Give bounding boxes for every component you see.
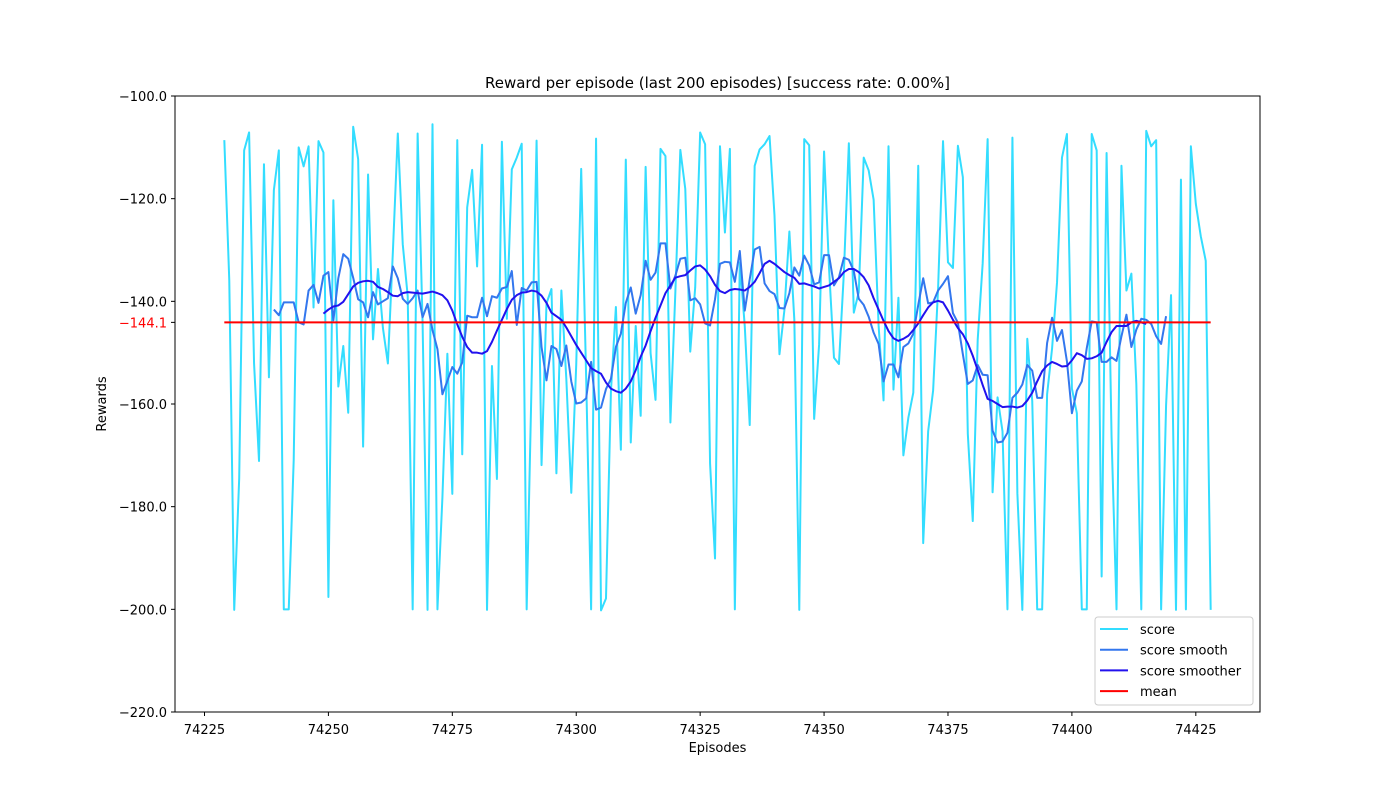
legend-label-score-smooth: score smooth [1140,644,1228,659]
y-tick-label: −160.0 [119,398,167,413]
y-axis: −220.0 −200.0 −180.0 −160.0 −140.0 −120.0 −100… [119,90,175,721]
series-line-score-smoother [322,259,1147,409]
series-line-score-smooth [273,242,1168,444]
legend-label-mean: mean [1140,685,1177,700]
x-tick-label: 74400 [1051,723,1092,738]
y-tick-label: −140.0 [119,295,167,310]
y-tick-label: −220.0 [119,706,167,721]
y-tick-label: −180.0 [119,501,167,516]
x-tick-label: 74275 [432,723,473,738]
mean-tick-label: −144.1 [119,316,167,331]
chart-title: Reward per episode (last 200 episodes) [… [485,74,950,92]
y-tick-label: −200.0 [119,603,167,618]
plot-series [223,123,1212,612]
x-tick-label: 74350 [803,723,844,738]
x-tick-label: 74325 [679,723,720,738]
legend: score score smooth score smoother mean [1094,616,1254,706]
legend-label-score: score [1140,623,1175,638]
series-line-score [223,123,1212,612]
x-tick-label: 74300 [556,723,597,738]
y-tick-label: −100.0 [119,90,167,105]
y-tick-label: −120.0 [119,193,167,208]
x-axis: 74225 74250 74275 74300 74325 74350 74375 74400… [184,712,1216,738]
legend-label-score-smoother: score smoother [1140,664,1242,679]
y-axis-label: Rewards [95,376,110,431]
x-tick-label: 74225 [184,723,225,738]
legend-box [1094,616,1254,706]
x-tick-label: 74425 [1175,723,1216,738]
x-axis-label: Episodes [689,741,747,756]
x-tick-label: 74375 [927,723,968,738]
x-tick-label: 74250 [308,723,349,738]
